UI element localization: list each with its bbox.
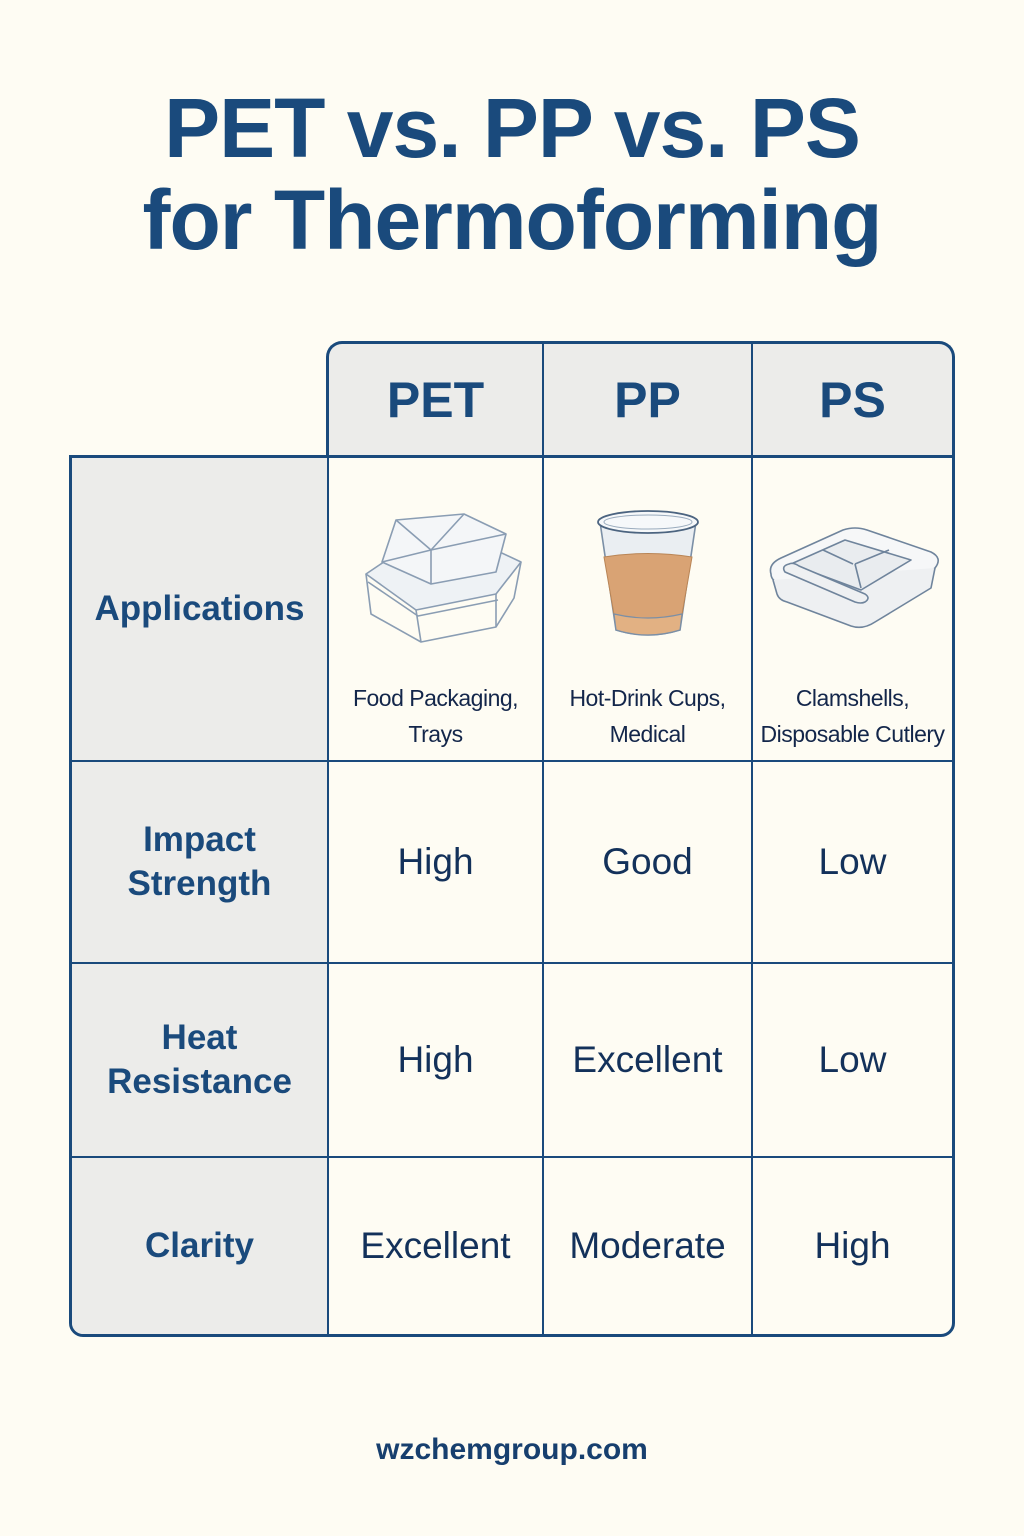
title-line-1: PET vs. PP vs. PS bbox=[164, 81, 861, 175]
drink-cup-icon bbox=[596, 510, 699, 636]
row-label-applications: Applications bbox=[72, 458, 329, 760]
website-link[interactable]: wzchemgroup.com bbox=[376, 1433, 648, 1466]
applications-text-ps: Clamshells, Disposable Cutlery bbox=[760, 685, 945, 747]
column-header-pet: PET bbox=[329, 344, 544, 455]
cell-ps-heat-resistance: Low bbox=[818, 1039, 887, 1080]
table-row-clarity: Clarity Excellent Moderate High bbox=[72, 1158, 952, 1334]
title-line-2: for Thermoforming bbox=[142, 173, 883, 267]
column-header-pp: PP bbox=[544, 344, 753, 455]
row-label-impact-strength: Impact Strength bbox=[72, 762, 329, 962]
cell-pet-clarity: Excellent bbox=[329, 1158, 544, 1334]
cell-pet-impact-strength: High bbox=[329, 762, 544, 962]
cell-pet-heat-resistance: High bbox=[329, 964, 544, 1156]
cell-pp-applications: Hot-Drink Cups, Medical bbox=[544, 458, 753, 760]
page-title: PET vs. PP vs. PS for Thermoforming bbox=[0, 82, 1024, 266]
column-header-ps: PS bbox=[819, 371, 886, 428]
cell-pp-clarity: Moderate bbox=[544, 1158, 753, 1334]
table-header-row: PET PP PS bbox=[326, 341, 955, 455]
applications-text-pp: Hot-Drink Cups, Medical bbox=[569, 685, 726, 747]
clamshell-container-icon bbox=[364, 513, 522, 643]
compartment-tray-icon bbox=[769, 527, 939, 629]
row-label-heat-resistance: Heat Resistance bbox=[72, 964, 329, 1156]
cell-ps-impact-strength: Low bbox=[818, 841, 887, 882]
table-row-impact-strength: Impact Strength High Good Low bbox=[72, 762, 952, 964]
comparison-table: Applications Food Packaging, bbox=[69, 455, 955, 1337]
cell-pp-heat-resistance: Excellent bbox=[544, 964, 753, 1156]
cell-pet-applications: Food Packaging, Trays bbox=[329, 458, 544, 760]
table-row-applications: Applications Food Packaging, bbox=[72, 458, 952, 762]
cell-ps-clarity: High bbox=[814, 1225, 891, 1266]
table-row-heat-resistance: Heat Resistance High Excellent Low bbox=[72, 964, 952, 1158]
cell-pp-impact-strength: Good bbox=[544, 762, 753, 962]
row-label-clarity: Clarity bbox=[72, 1158, 329, 1334]
applications-text-pet: Food Packaging, Trays bbox=[352, 685, 519, 747]
cell-ps-applications: Clamshells, Disposable Cutlery bbox=[753, 458, 952, 760]
